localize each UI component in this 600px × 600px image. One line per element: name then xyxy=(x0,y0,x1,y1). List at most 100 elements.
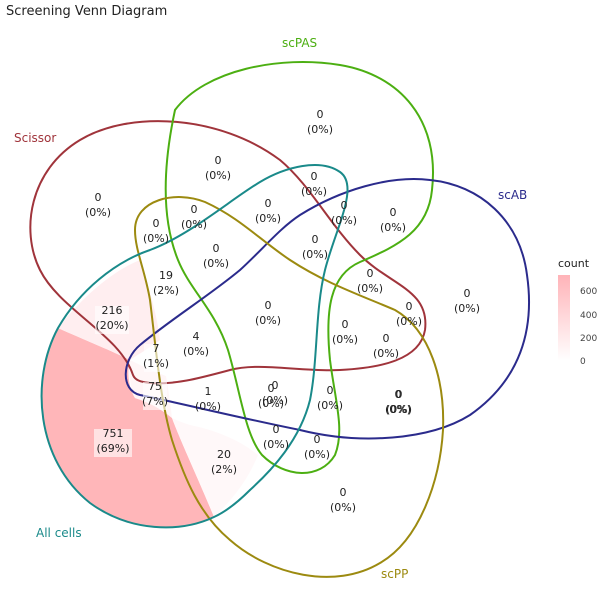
region-percent: (0%) xyxy=(205,169,231,182)
region-percent: (0%) xyxy=(454,302,480,315)
region-count: 0 xyxy=(314,433,321,446)
region-label: 0 (0%) xyxy=(454,287,480,315)
set-outline-scab xyxy=(124,178,531,440)
region-percent: (0%) xyxy=(203,257,229,270)
region-label: 4 (0%) xyxy=(183,330,209,358)
region-fill-20 xyxy=(172,418,258,517)
region-label: 0 (0%) xyxy=(255,299,281,327)
region-percent: (0%) xyxy=(396,315,422,328)
region-count: 20 xyxy=(217,448,231,461)
region-label: 0 (0%) xyxy=(317,384,343,412)
region-count: 0 xyxy=(464,287,471,300)
region-label: 7 (1%) xyxy=(143,342,169,372)
region-label: 20 (2%) xyxy=(211,448,237,476)
region-count: 0 xyxy=(396,388,403,401)
region-label: 216 (20%) xyxy=(95,304,129,334)
legend-tick: 600 xyxy=(580,287,597,297)
region-label: 0 (0%) xyxy=(258,382,284,410)
region-label: 0 (0%) xyxy=(385,388,411,416)
region-label: 1 (0%) xyxy=(195,385,221,413)
region-label: 0 (0%) xyxy=(304,433,330,461)
set-label-scab: scAB xyxy=(498,188,527,202)
region-count: 0 xyxy=(273,423,280,436)
region-fill-all-cells-only xyxy=(41,328,214,528)
region-percent: (7%) xyxy=(142,395,168,408)
set-outline-scissor xyxy=(29,120,427,385)
region-percent: (0%) xyxy=(317,399,343,412)
region-count: 0 xyxy=(213,242,220,255)
region-count: 0 xyxy=(395,388,402,401)
region-count: 0 xyxy=(312,233,319,246)
region-percent: (0%) xyxy=(380,221,406,234)
region-label-background xyxy=(144,344,168,372)
set-label-scissor: Scissor xyxy=(14,131,56,145)
region-count: 751 xyxy=(103,427,124,440)
diagram-title: Screening Venn Diagram xyxy=(6,4,167,19)
region-percent: (0%) xyxy=(263,438,289,451)
region-count: 0 xyxy=(340,486,347,499)
set-label-all-cells: All cells xyxy=(36,526,82,540)
region-count: 19 xyxy=(159,269,173,282)
region-percent: (2%) xyxy=(153,284,179,297)
region-count: 0 xyxy=(215,154,222,167)
region-count: 0 xyxy=(95,191,102,204)
region-count: 4 xyxy=(193,330,200,343)
region-percent: (0%) xyxy=(307,123,333,136)
region-percent: (0%) xyxy=(386,403,412,416)
region-count: 0 xyxy=(383,332,390,345)
region-count: 0 xyxy=(268,382,275,395)
set-labels: Scissor scPAS scAB scPP All cells xyxy=(14,36,527,581)
region-percent: (0%) xyxy=(195,400,221,413)
region-label: 0 (0%) xyxy=(307,108,333,136)
region-count: 0 xyxy=(367,267,374,280)
region-count: 0 xyxy=(265,299,272,312)
region-percent: (0%) xyxy=(331,214,357,227)
region-count: 0 xyxy=(153,217,160,230)
region-percent: (0%) xyxy=(183,345,209,358)
set-label-scpp: scPP xyxy=(381,567,408,581)
region-count: 0 xyxy=(272,379,279,392)
region-count: 0 xyxy=(406,300,413,313)
region-count: 7 xyxy=(153,342,160,355)
region-percent: (0%) xyxy=(357,282,383,295)
region-percent: (0%) xyxy=(301,185,327,198)
region-label: 0 (0%) xyxy=(396,300,422,328)
legend-tick: 200 xyxy=(580,334,597,344)
region-label: 0 (0%) xyxy=(85,191,111,219)
region-percent: (0%) xyxy=(330,501,356,514)
region-percent: (0%) xyxy=(385,403,411,416)
region-label: 19 (2%) xyxy=(153,269,179,297)
region-percent: (69%) xyxy=(96,442,129,455)
legend-colorbar xyxy=(558,275,570,361)
region-label: 0 (0%) xyxy=(301,170,327,198)
region-percent: (0%) xyxy=(143,232,169,245)
region-percent: (0%) xyxy=(258,397,284,410)
region-label-background xyxy=(95,306,129,334)
region-count: 75 xyxy=(148,380,162,393)
region-label-background xyxy=(94,429,132,457)
legend-title: count xyxy=(558,257,590,270)
region-label: 0 (0%) xyxy=(143,217,169,245)
region-label: 0 (0%) xyxy=(203,242,229,270)
region-count: 0 xyxy=(341,199,348,212)
region-label: 0 (0%) xyxy=(332,318,358,346)
legend-tick: 0 xyxy=(580,357,586,367)
region-label: 0 (0%) xyxy=(380,206,406,234)
region-count: 0 xyxy=(327,384,334,397)
region-count: 1 xyxy=(205,385,212,398)
region-count: 0 xyxy=(191,203,198,216)
region-label: 0 (0%) xyxy=(302,233,328,261)
region-percent: (0%) xyxy=(181,218,207,231)
region-count: 0 xyxy=(265,197,272,210)
set-label-scpas: scPAS xyxy=(282,36,317,50)
region-label: 0 (0%) xyxy=(181,203,207,231)
region-count: 0 xyxy=(342,318,349,331)
region-label: 0 (0%) xyxy=(330,486,356,514)
region-count: 0 xyxy=(311,170,318,183)
region-label-background xyxy=(143,382,167,410)
region-fills xyxy=(41,260,258,528)
region-percent: (0%) xyxy=(262,394,288,407)
region-label: 0 (0%) xyxy=(205,154,231,182)
region-label: 0 (0%) xyxy=(386,388,412,416)
region-percent: (0%) xyxy=(85,206,111,219)
